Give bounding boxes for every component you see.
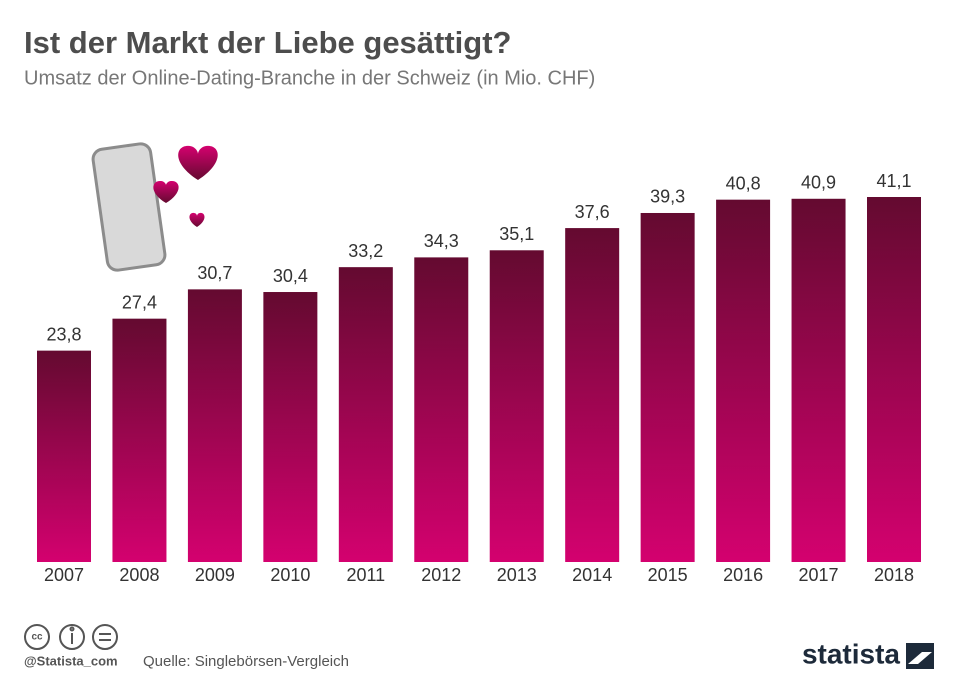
value-label: 23,8 — [46, 324, 81, 344]
bar — [414, 257, 469, 562]
x-tick-label: 2017 — [799, 565, 839, 585]
x-tick-label: 2010 — [270, 565, 310, 585]
footer-icons — [24, 624, 118, 650]
bar — [716, 199, 771, 562]
x-tick-label: 2007 — [44, 565, 84, 585]
source: Quelle: Singlebörsen-Vergleich — [143, 653, 349, 670]
x-tick-label: 2016 — [723, 565, 763, 585]
value-label: 37,6 — [575, 202, 610, 222]
chart-subtitle: Umsatz der Online-Dating-Branche in der … — [24, 67, 595, 89]
value-label: 39,3 — [650, 187, 685, 207]
x-tick-label: 2013 — [497, 565, 537, 585]
brand-icon — [906, 643, 934, 669]
bar — [867, 197, 921, 562]
x-tick-label: 2008 — [119, 565, 159, 585]
bar — [187, 289, 242, 562]
value-label: 27,4 — [122, 292, 157, 312]
value-label: 40,8 — [726, 173, 761, 193]
bar — [338, 267, 393, 562]
x-tick-label: 2018 — [874, 565, 914, 585]
illustration — [91, 142, 218, 272]
bar — [791, 198, 846, 562]
value-label: 41,1 — [876, 171, 911, 191]
bar — [640, 212, 695, 562]
x-tick-label: 2014 — [572, 565, 612, 585]
x-tick-label: 2012 — [421, 565, 461, 585]
bar — [263, 292, 318, 562]
value-label: 34,3 — [424, 231, 459, 251]
x-tick-label: 2011 — [346, 565, 385, 585]
value-label: 30,7 — [197, 263, 232, 283]
value-label: 40,9 — [801, 173, 836, 193]
brand-logo: statista — [802, 638, 900, 669]
cc-icon: cc — [31, 632, 43, 643]
credit: @Statista_com — [24, 653, 118, 668]
bar — [565, 228, 620, 563]
x-tick-label: 2015 — [648, 565, 688, 585]
value-label: 33,2 — [348, 241, 383, 261]
x-tick-label: 2009 — [195, 565, 235, 585]
value-label: 30,4 — [273, 266, 308, 286]
chart-title: Ist der Markt der Liebe gesättigt? — [24, 25, 512, 60]
bar — [112, 318, 167, 562]
bar — [37, 350, 91, 562]
bar — [489, 250, 544, 562]
value-label: 35,1 — [499, 224, 534, 244]
